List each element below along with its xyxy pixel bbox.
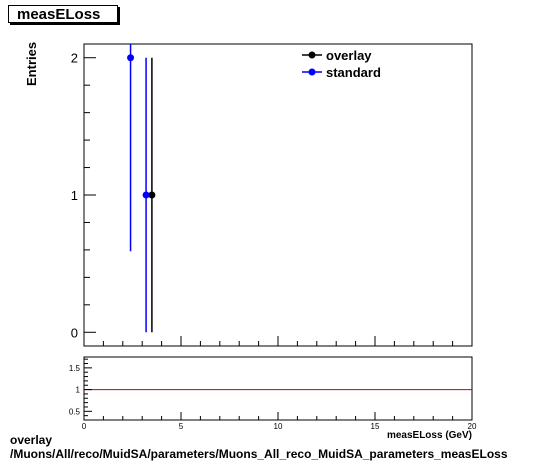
y-axis-label: Entries <box>24 42 39 86</box>
standard-point <box>142 191 150 199</box>
legend-label-overlay: overlay <box>326 48 372 63</box>
main-data-points <box>127 44 156 333</box>
legend: overlay standard <box>302 48 381 80</box>
overlay-point <box>148 191 156 199</box>
main-frame-rect <box>83 43 473 347</box>
standard-point <box>127 54 135 62</box>
main-plot-frame <box>83 43 473 347</box>
y-tick-label: 0 <box>71 325 78 340</box>
ratio-y-tick-label: 1 <box>76 386 81 395</box>
ratio-frame-rect <box>83 356 473 421</box>
ratio-x-tick-label: 20 <box>468 422 477 431</box>
ratio-ticks: 0.5 1 1.5 0 5 10 15 20 <box>69 358 477 431</box>
footer-line-1: overlay <box>10 433 53 447</box>
ratio-x-tick-label: 10 <box>274 422 283 431</box>
ratio-x-tick-label: 0 <box>82 422 87 431</box>
legend-marker-standard <box>308 68 316 76</box>
ratio-x-tick-label: 5 <box>179 422 184 431</box>
x-axis-label: measELoss (GeV) <box>387 430 472 441</box>
ratio-x-tick-label: 15 <box>371 422 380 431</box>
legend-label-standard: standard <box>326 65 381 80</box>
ratio-y-tick-label: 0.5 <box>69 407 81 416</box>
y-tick-label: 1 <box>71 188 78 203</box>
footer-line-2: /Muons/All/reco/MuidSA/parameters/Muons_… <box>10 447 508 461</box>
ratio-y-tick-label: 1.5 <box>69 364 81 373</box>
histogram-title: measELoss <box>8 5 118 23</box>
main-y-ticks: 0 1 2 <box>71 51 473 346</box>
ratio-plot-frame <box>83 356 473 421</box>
legend-marker-overlay <box>308 51 316 59</box>
y-tick-label: 2 <box>71 51 78 66</box>
